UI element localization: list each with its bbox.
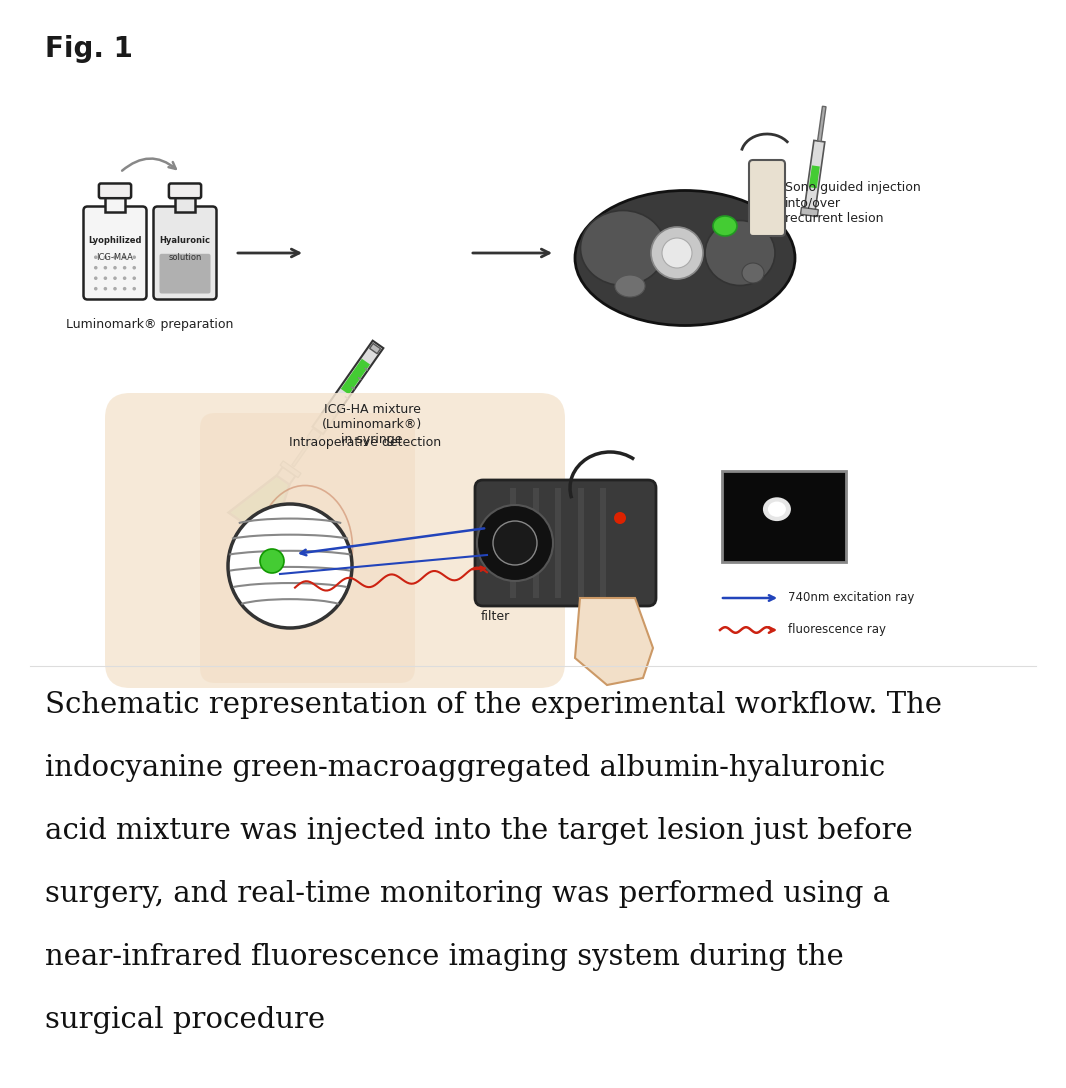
Text: 740nm excitation ray: 740nm excitation ray [788, 592, 915, 605]
Text: solution: solution [168, 252, 201, 262]
Bar [104, 196, 126, 211]
Text: acid mixture was injected into the target lesion just before: acid mixture was injected into the targe… [45, 817, 912, 845]
Bar [312, 341, 384, 434]
Circle shape [113, 287, 117, 290]
Bar [555, 489, 561, 598]
Text: filter: filter [481, 610, 510, 623]
Circle shape [103, 265, 108, 270]
Polygon shape [277, 467, 295, 484]
Ellipse shape [705, 221, 775, 285]
Text: indocyanine green-macroaggregated albumin-hyaluronic: indocyanine green-macroaggregated albumi… [45, 754, 885, 782]
Bar [809, 165, 820, 188]
Circle shape [260, 549, 284, 573]
Polygon shape [228, 475, 290, 543]
Circle shape [94, 287, 98, 290]
Circle shape [123, 265, 127, 270]
Circle shape [103, 287, 108, 290]
FancyBboxPatch shape [99, 184, 131, 198]
Bar [351, 386, 355, 390]
Circle shape [113, 265, 117, 270]
Circle shape [477, 505, 553, 581]
FancyBboxPatch shape [749, 160, 785, 236]
Ellipse shape [763, 497, 791, 521]
Bar [332, 415, 335, 418]
Ellipse shape [581, 210, 665, 285]
FancyBboxPatch shape [104, 393, 565, 688]
Text: near-infrared fluorescence imaging system during the: near-infrared fluorescence imaging syste… [45, 943, 844, 972]
Bar [818, 107, 826, 141]
Text: surgery, and real-time monitoring was performed using a: surgery, and real-time monitoring was pe… [45, 880, 890, 908]
Circle shape [132, 287, 136, 290]
Polygon shape [575, 598, 653, 685]
Text: Hyaluronic: Hyaluronic [160, 236, 210, 245]
Circle shape [132, 256, 136, 259]
FancyBboxPatch shape [83, 207, 146, 299]
Circle shape [113, 256, 117, 259]
FancyBboxPatch shape [475, 480, 656, 606]
Text: Schematic representation of the experimental workflow. The: Schematic representation of the experime… [45, 691, 942, 719]
Bar [510, 489, 516, 598]
Ellipse shape [615, 275, 645, 297]
Text: Lyophilized: Lyophilized [88, 236, 142, 245]
Bar [801, 208, 819, 217]
Circle shape [492, 521, 537, 565]
Circle shape [94, 256, 98, 259]
FancyBboxPatch shape [168, 184, 201, 198]
Text: ICG-MAA: ICG-MAA [97, 252, 133, 262]
FancyArrowPatch shape [123, 159, 176, 171]
Text: fluorescence ray: fluorescence ray [788, 623, 886, 636]
Text: Intraoperative detection: Intraoperative detection [289, 436, 441, 449]
Ellipse shape [742, 263, 764, 283]
Circle shape [94, 265, 98, 270]
Bar [533, 489, 538, 598]
Bar [357, 376, 361, 381]
Ellipse shape [651, 227, 702, 279]
Circle shape [132, 276, 136, 280]
Bar [175, 196, 195, 211]
Circle shape [228, 504, 352, 628]
Circle shape [113, 276, 117, 280]
Bar [370, 344, 381, 354]
Ellipse shape [575, 190, 795, 325]
Bar [600, 489, 605, 598]
FancyBboxPatch shape [722, 470, 846, 561]
Ellipse shape [713, 217, 737, 236]
Bar [292, 434, 316, 467]
Bar [365, 368, 368, 371]
Text: Fig. 1: Fig. 1 [45, 35, 133, 63]
FancyBboxPatch shape [154, 207, 216, 299]
Bar [578, 489, 583, 598]
Circle shape [94, 276, 98, 280]
Text: Luminomark® preparation: Luminomark® preparation [66, 318, 233, 331]
FancyBboxPatch shape [307, 429, 321, 443]
Circle shape [132, 265, 136, 270]
FancyBboxPatch shape [160, 254, 210, 294]
Circle shape [123, 276, 127, 280]
Bar [338, 405, 342, 409]
Text: surgical procedure: surgical procedure [45, 1006, 325, 1035]
Bar [804, 140, 825, 213]
Bar [344, 396, 349, 399]
Ellipse shape [768, 502, 786, 517]
Circle shape [123, 256, 127, 259]
Circle shape [614, 512, 626, 524]
FancyBboxPatch shape [200, 413, 415, 683]
Circle shape [103, 256, 108, 259]
Bar [341, 359, 370, 395]
Text: Sono guided injection
into/over
recurrent lesion: Sono guided injection into/over recurren… [785, 182, 921, 224]
Circle shape [123, 287, 127, 290]
Bar [280, 461, 301, 478]
Ellipse shape [662, 238, 692, 268]
Circle shape [103, 276, 108, 280]
Text: ICG-HA mixture
(Luminomark®)
in syringe: ICG-HA mixture (Luminomark®) in syringe [322, 403, 422, 446]
